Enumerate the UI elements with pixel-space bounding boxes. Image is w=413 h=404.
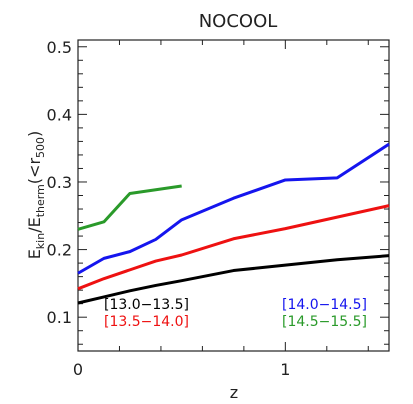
y-tick-label: 0.2 <box>47 241 72 260</box>
legend-item-14-5-15-5: [14.5−15.5] <box>282 314 367 330</box>
y-tick-label: 0.3 <box>47 173 72 192</box>
axis-ticks <box>77 40 389 351</box>
y-axis-label-main: E <box>25 249 44 259</box>
y-axis-label: Ekin/Etherm(<r500) <box>25 131 47 260</box>
legend-left: [13.0−13.5] [13.5−14.0] <box>104 297 189 330</box>
y-axis-label-sub-500: 500 <box>34 137 47 158</box>
x-tick-label: 0 <box>73 360 83 379</box>
legend-right: [14.0−14.5] [14.5−15.5] <box>282 297 367 330</box>
legend-item-13-0-13-5: [13.0−13.5] <box>104 297 189 313</box>
y-tick-label: 0.4 <box>47 105 72 124</box>
y-tick-label: 0.1 <box>47 308 72 327</box>
x-tick-label: 1 <box>280 360 290 379</box>
y-axis-label-paren: (<r <box>25 158 44 185</box>
y-tick-label: 0.5 <box>47 38 72 57</box>
series-line-3 <box>77 184 182 231</box>
x-axis-label: z <box>230 383 238 402</box>
chart-title: NOCOOL <box>199 11 278 32</box>
y-axis-label-sub-kin: kin <box>34 233 47 249</box>
legend-item-13-5-14-0: [13.5−14.0] <box>104 314 189 330</box>
series-line-2 <box>77 142 390 275</box>
y-tick-labels: 0.1 0.2 0.3 0.4 0.5 <box>47 38 72 327</box>
y-axis-label-close: ) <box>25 131 44 137</box>
y-axis-label-sub-therm: therm <box>34 184 47 217</box>
y-axis-label-slash: /E <box>25 217 44 233</box>
series-line-1 <box>77 204 390 291</box>
series-lines <box>77 142 390 305</box>
series-line-0 <box>77 254 390 305</box>
legend-item-14-0-14-5: [14.0−14.5] <box>282 297 367 313</box>
